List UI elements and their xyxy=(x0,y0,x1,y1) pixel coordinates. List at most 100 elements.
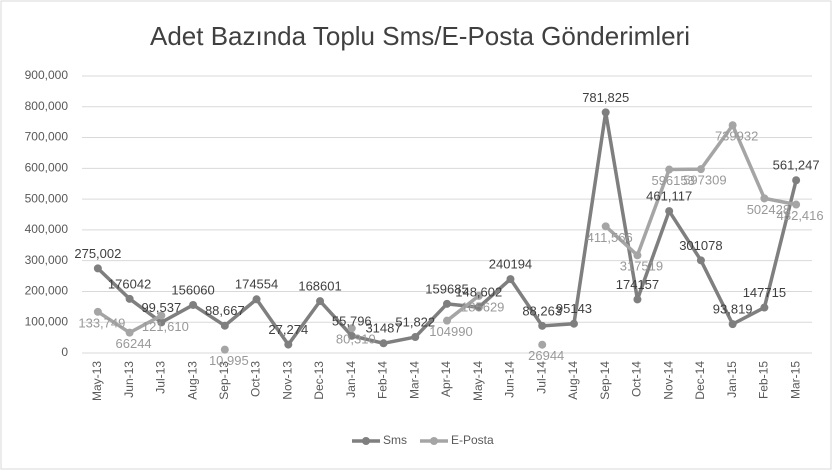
point xyxy=(569,319,578,328)
x-tick-label: Apr-14 xyxy=(439,361,453,397)
y-tick-label: 100,000 xyxy=(25,314,69,328)
x-tick-label: Aug-13 xyxy=(185,361,199,400)
x-tick-label: Jul-14 xyxy=(534,361,548,394)
legend-label: Sms xyxy=(383,433,407,447)
point xyxy=(189,300,198,309)
point xyxy=(252,295,261,304)
point xyxy=(728,320,737,329)
x-tick-label: Mar-14 xyxy=(407,361,421,399)
y-tick-label: 400,000 xyxy=(25,222,69,236)
point xyxy=(696,165,705,174)
point xyxy=(665,165,674,174)
point xyxy=(443,299,451,308)
point xyxy=(601,222,610,231)
chart-title: Adet Bazında Toplu Sms/E-Posta Gönderiml… xyxy=(150,21,690,51)
point xyxy=(125,328,134,337)
point xyxy=(220,321,229,330)
data-label: 174554 xyxy=(235,277,278,292)
point xyxy=(379,339,388,348)
data-label: 240194 xyxy=(489,257,532,272)
legend-label: E-Posta xyxy=(451,433,494,447)
point xyxy=(284,340,293,349)
x-tick-label: Dec-14 xyxy=(693,361,707,400)
point xyxy=(728,121,737,130)
data-label: 176042 xyxy=(108,276,151,291)
data-label: 561,247 xyxy=(773,158,820,173)
data-label: 80,310 xyxy=(336,332,376,347)
data-label: 739932 xyxy=(715,129,758,144)
data-label: 168601 xyxy=(298,279,341,294)
x-tick-label: Jun-14 xyxy=(503,361,517,398)
point xyxy=(792,200,801,209)
y-tick-label: 0 xyxy=(61,345,68,359)
point xyxy=(506,275,515,284)
data-label: 159685 xyxy=(425,281,468,296)
data-label: 88,263 xyxy=(522,303,562,318)
data-label: 66244 xyxy=(116,336,152,351)
point xyxy=(347,331,356,340)
x-tick-label: Jan-15 xyxy=(725,361,739,398)
point xyxy=(220,345,229,354)
point xyxy=(760,303,769,312)
y-tick-label: 300,000 xyxy=(25,253,69,267)
x-tick-label: Nov-13 xyxy=(280,361,294,400)
point xyxy=(474,291,483,300)
point xyxy=(538,321,547,330)
data-label: 185629 xyxy=(461,299,504,314)
point xyxy=(474,303,483,312)
point xyxy=(665,207,674,216)
x-tick-label: Oct-13 xyxy=(249,361,263,397)
data-label: 95143 xyxy=(556,301,592,316)
data-label: 99,537 xyxy=(141,300,181,315)
point xyxy=(411,333,420,342)
data-label: 121,610 xyxy=(142,319,189,334)
data-label: 317519 xyxy=(620,259,663,274)
data-label: 26944 xyxy=(528,348,564,363)
x-tick-label: Feb-15 xyxy=(757,361,771,399)
point xyxy=(443,316,451,325)
point xyxy=(601,108,610,117)
data-label: 104990 xyxy=(429,324,472,339)
y-tick-label: 700,000 xyxy=(25,130,69,144)
x-tick-label: Aug-14 xyxy=(566,361,580,400)
data-label: 88,667 xyxy=(205,303,245,318)
data-label: 275,002 xyxy=(74,246,121,261)
point xyxy=(125,294,134,303)
point xyxy=(538,340,547,349)
point xyxy=(157,311,166,320)
legend-marker xyxy=(430,437,438,445)
data-label: 301078 xyxy=(679,238,722,253)
x-tick-label: May-13 xyxy=(90,361,104,401)
x-tick-label: May-14 xyxy=(471,361,485,401)
x-tick-label: Sep-14 xyxy=(598,361,612,400)
data-label: 147715 xyxy=(743,285,786,300)
point xyxy=(316,297,325,306)
point xyxy=(792,176,801,185)
legend-marker xyxy=(362,437,370,445)
y-tick-label: 200,000 xyxy=(25,284,69,298)
y-tick-label: 900,000 xyxy=(25,68,69,82)
point xyxy=(696,256,705,265)
x-tick-label: Jul-13 xyxy=(154,361,168,394)
data-label: 174157 xyxy=(616,277,659,292)
data-label: 55,796 xyxy=(332,313,372,328)
point xyxy=(760,194,769,203)
y-tick-label: 800,000 xyxy=(25,99,69,113)
data-label: 461,117 xyxy=(646,189,692,204)
x-tick-label: Jan-14 xyxy=(344,361,358,398)
data-label: 781,825 xyxy=(582,90,629,105)
data-label: 156060 xyxy=(171,282,214,297)
data-label: 51,822 xyxy=(395,314,435,329)
data-label: 596153 xyxy=(651,173,694,188)
data-label: 133,749 xyxy=(78,315,125,330)
data-label: 148,602 xyxy=(455,285,502,300)
x-tick-label: Jun-13 xyxy=(122,361,136,398)
point xyxy=(157,318,166,327)
data-label: 482,416 xyxy=(777,208,824,223)
point xyxy=(93,264,102,273)
data-label: 27,274 xyxy=(268,322,308,337)
data-label: 10,995 xyxy=(209,353,249,368)
data-label: 411,566 xyxy=(587,230,633,245)
